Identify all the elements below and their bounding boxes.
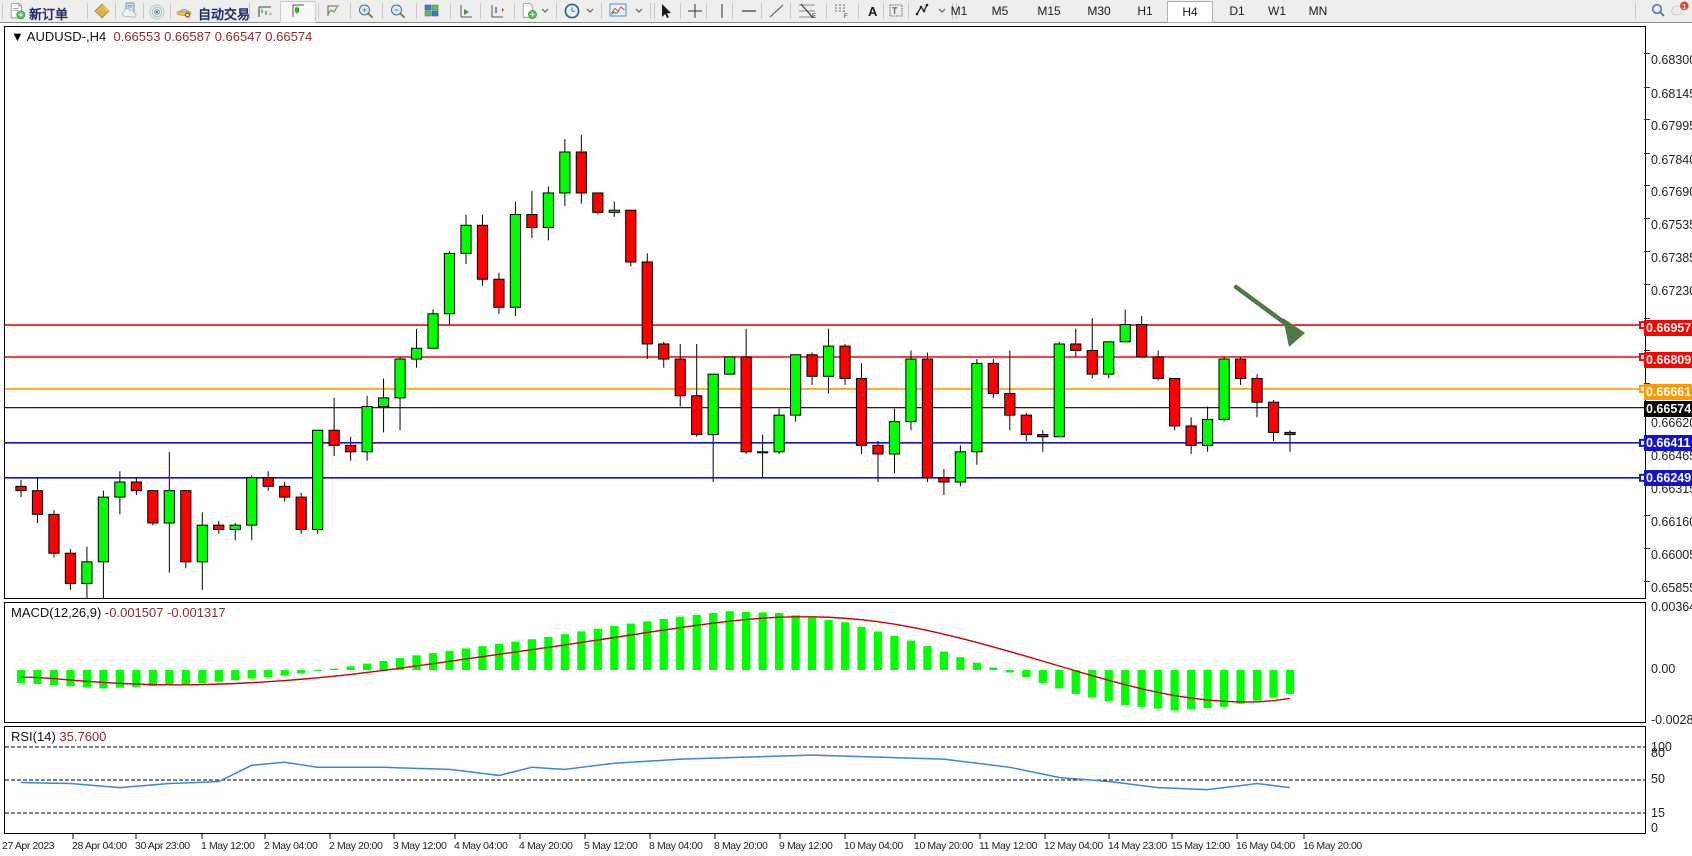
svg-text:F: F [844,14,848,20]
svg-text:T: T [892,6,898,16]
svg-text:1: 1 [1682,3,1686,10]
svg-text:E: E [812,14,816,20]
svg-text:A: A [868,4,878,19]
